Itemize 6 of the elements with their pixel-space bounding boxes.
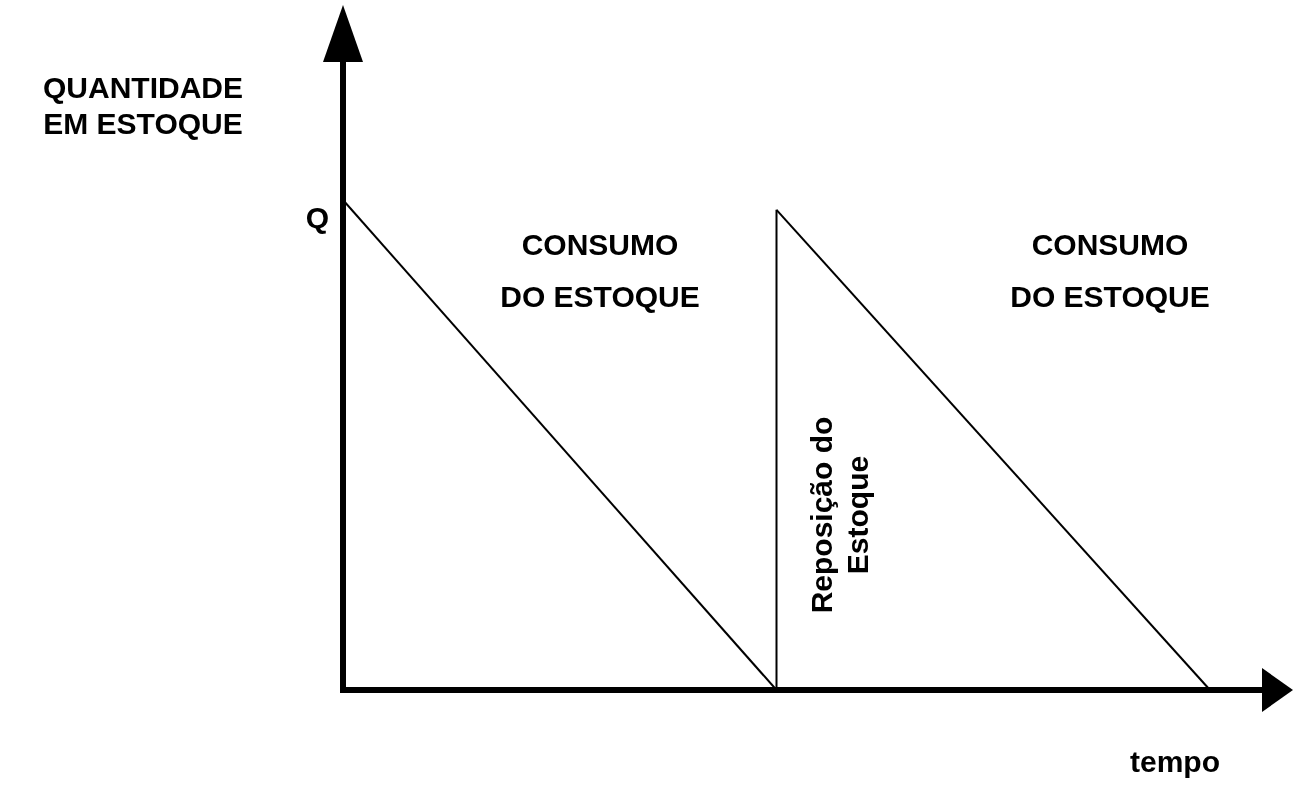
- annotation: CONSUMO DO ESTOQUE: [1010, 228, 1210, 313]
- y-axis-title: QUANTIDADE EM ESTOQUE: [43, 71, 243, 140]
- annotation: CONSUMO DO ESTOQUE: [500, 228, 700, 313]
- text: Q: [305, 201, 329, 234]
- annotation: Reposição do Estoque: [805, 416, 874, 614]
- x-axis-title: tempo: [1130, 745, 1220, 778]
